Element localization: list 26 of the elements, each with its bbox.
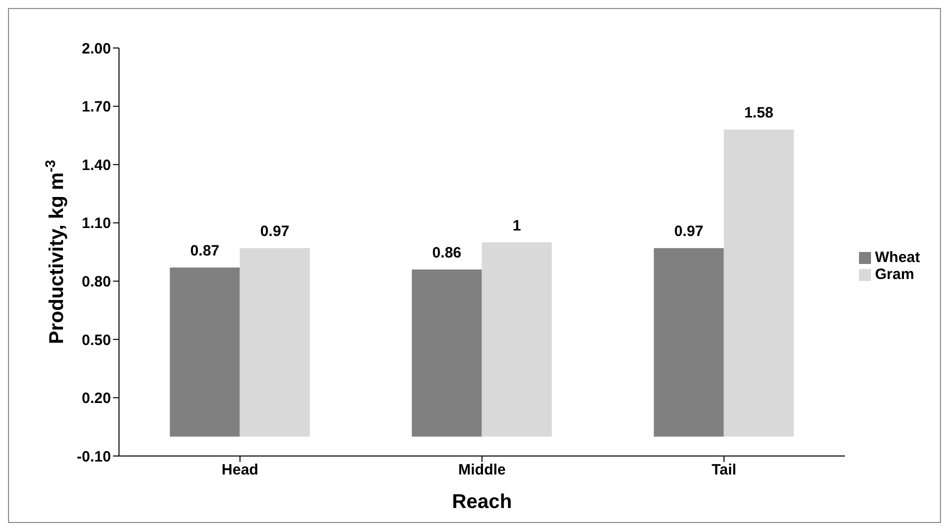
y-tick-label: 0.80	[82, 273, 111, 290]
y-tick-label: -0.10	[76, 448, 111, 466]
data-label: 0.86	[432, 244, 462, 262]
bar	[170, 268, 240, 437]
bar	[482, 242, 552, 437]
bar	[654, 248, 724, 437]
y-tick-label: 2.00	[82, 40, 111, 58]
data-label: 1.58	[744, 104, 774, 122]
data-label: 0.87	[190, 242, 220, 260]
y-tick-label: 0.20	[82, 390, 111, 408]
bar	[240, 248, 310, 437]
x-tick-label: Middle	[458, 462, 506, 479]
y-tick-label: 1.70	[82, 98, 111, 116]
bar	[724, 130, 794, 437]
data-label: 0.97	[674, 223, 704, 240]
y-tick-label: 0.50	[82, 332, 111, 349]
data-label: 1	[512, 217, 521, 234]
bar	[412, 269, 482, 437]
y-tick-label: 1.10	[82, 215, 111, 232]
y-tick-label: 1.40	[82, 156, 111, 174]
legend-label: Gram	[875, 266, 914, 282]
legend-label: Wheat	[875, 248, 920, 266]
x-tick-label: Tail	[712, 462, 736, 479]
data-label: 0.97	[260, 223, 290, 240]
x-tick-label: Head	[222, 462, 258, 479]
x-axis-title: Reach	[452, 491, 512, 513]
